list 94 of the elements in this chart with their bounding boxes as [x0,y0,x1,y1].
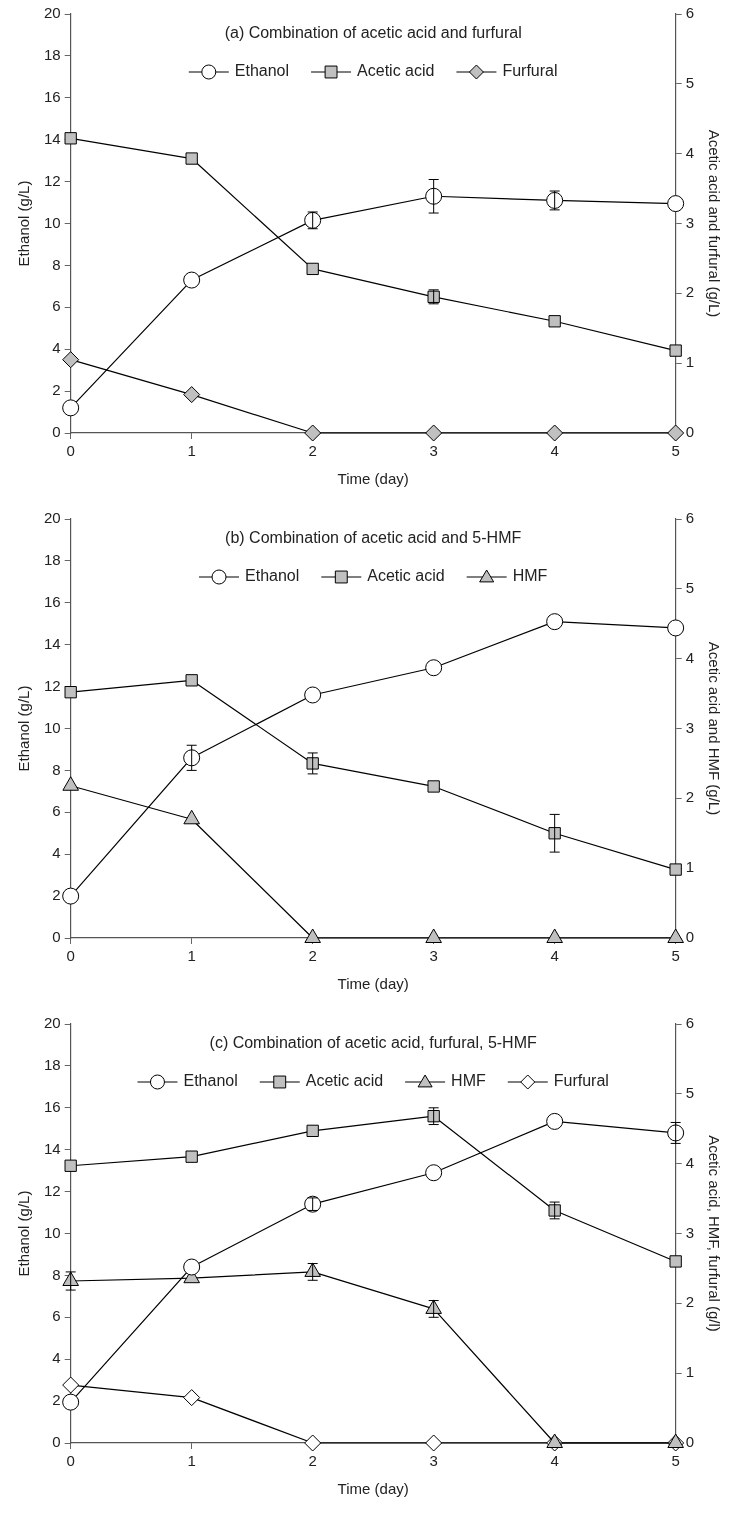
y-tick-label: 0 [52,1433,61,1451]
y-tick-label: 8 [52,1265,61,1283]
legend-label: HMF [512,567,548,585]
y2-tick-label: 4 [685,648,694,666]
x-tick-label: 4 [550,947,559,965]
x-tick-label: 4 [550,1452,559,1470]
x-tick-label: 2 [308,947,317,965]
y2-tick-label: 6 [685,1014,694,1032]
x-tick-label: 0 [66,1452,75,1470]
y2-axis-title: Acetic acid and HMF (g/L) [705,641,723,816]
legend-label: Ethanol [183,1072,238,1090]
y-tick-label: 0 [52,928,61,946]
y2-tick-label: 0 [685,423,694,441]
legend-label: Furfural [502,62,558,80]
y2-tick-label: 2 [685,283,694,301]
x-tick-label: 5 [671,1452,680,1470]
text: (c) Combination of acetic acid, furfural, 5-HMF [209,1034,538,1052]
y2-tick-label: 4 [685,143,694,161]
legend-label: Ethanol [245,567,300,585]
y-tick-label: 6 [52,1307,61,1325]
legend-label: Acetic acid [305,1072,384,1090]
y-tick-label: 20 [44,1014,61,1032]
y2-tick-label: 6 [685,509,694,527]
y2-tick-label: 3 [685,213,694,231]
y2-axis-title: Acetic acid and furfural (g/L) [705,129,723,318]
y-tick-label: 18 [44,46,61,64]
x-tick-label: 0 [66,947,75,965]
x-tick-label: 3 [429,442,438,460]
x-tick-label: 5 [671,947,680,965]
y-tick-label: 12 [44,1181,61,1199]
legend-label: Furfural [553,1072,609,1090]
y-tick-label: 8 [52,760,61,778]
y2-axis-title: Acetic acid, HMF, furfural (g/l) [705,1135,723,1332]
y-tick-label: 20 [44,509,61,527]
y2-tick-label: 0 [685,928,694,946]
y-tick-label: 12 [44,676,61,694]
y-tick-label: 12 [44,171,61,189]
y-tick-label: 2 [52,1391,61,1409]
y2-tick-label: 5 [685,73,694,91]
y-tick-label: 6 [52,802,61,820]
y-tick-label: 16 [44,1097,61,1115]
y-tick-label: 20 [44,4,61,22]
y-tick-label: 2 [52,381,61,399]
text: (b) Combination of acetic acid and 5-HMF [225,529,522,547]
y-tick-label: 2 [52,886,61,904]
y2-tick-label: 0 [685,1433,694,1451]
y-tick-label: 18 [44,1056,61,1074]
y2-tick-label: 5 [685,1083,694,1101]
x-tick-label: 3 [429,947,438,965]
y2-tick-label: 2 [685,1293,694,1311]
x-tick-label: 5 [671,442,680,460]
y-axis-title: Ethanol (g/L) [15,180,33,267]
y-tick-label: 14 [44,1139,61,1157]
legend-label: Ethanol [234,62,290,80]
text: (a) Combination of acetic acid and furfural [224,24,522,42]
y2-tick-label: 6 [685,4,694,22]
y-tick-label: 0 [52,423,61,441]
y2-tick-label: 2 [685,788,694,806]
x-tick-label: 2 [308,442,317,460]
y-tick-label: 16 [44,592,61,610]
y-tick-label: 18 [44,551,61,569]
x-axis-title: Time (day) [337,975,409,993]
y-tick-label: 14 [44,634,61,652]
legend-label: HMF [451,1072,486,1090]
x-tick-label: 1 [187,947,196,965]
y2-tick-label: 1 [685,1363,694,1381]
y-tick-label: 10 [44,718,61,736]
x-axis-title: Time (day) [337,1480,409,1498]
y-tick-label: 8 [52,255,61,273]
x-tick-label: 4 [550,442,559,460]
legend-label: Acetic acid [357,62,435,80]
x-axis-title: Time (day) [337,470,409,488]
y-tick-label: 6 [52,297,61,315]
y-tick-label: 10 [44,1223,61,1241]
y2-tick-label: 1 [685,353,694,371]
y-axis-title: Ethanol (g/L) [15,1190,33,1277]
y-tick-label: 4 [52,1349,61,1367]
legend-label: Acetic acid [367,567,445,585]
x-tick-label: 3 [429,1452,438,1470]
y-axis-title: Ethanol (g/L) [15,685,33,772]
y-tick-label: 4 [52,844,61,862]
y2-tick-label: 1 [685,858,694,876]
x-tick-label: 1 [187,1452,196,1470]
y-tick-label: 14 [44,129,61,147]
y-tick-label: 10 [44,213,61,231]
y2-tick-label: 4 [685,1153,694,1171]
y2-tick-label: 5 [685,578,694,596]
x-tick-label: 1 [187,442,196,460]
y2-tick-label: 3 [685,718,694,736]
y2-tick-label: 3 [685,1223,694,1241]
y-tick-label: 4 [52,339,61,357]
x-tick-label: 2 [308,1452,317,1470]
y-tick-label: 16 [44,87,61,105]
x-tick-label: 0 [66,442,75,460]
